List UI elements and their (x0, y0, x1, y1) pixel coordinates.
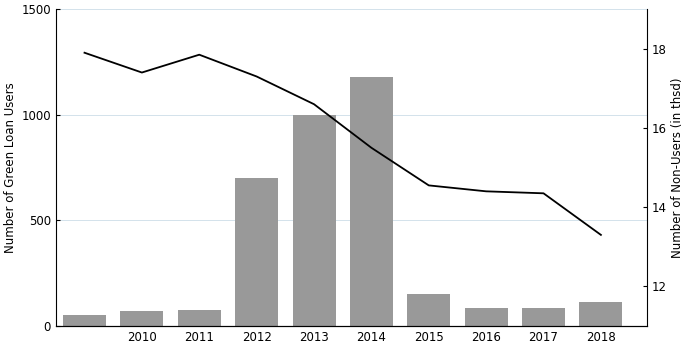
Y-axis label: Number of Green Loan Users: Number of Green Loan Users (4, 82, 17, 253)
Bar (235, 178, 278, 326)
Bar (350, 77, 393, 326)
Bar (120, 311, 164, 326)
Y-axis label: Number of Non-Users (in thsd): Number of Non-Users (in thsd) (671, 77, 684, 258)
Bar (178, 310, 221, 326)
Bar (63, 315, 106, 326)
Bar (522, 308, 565, 326)
Bar (464, 308, 508, 326)
Bar (292, 115, 336, 326)
Bar (579, 302, 623, 326)
Bar (407, 294, 450, 326)
